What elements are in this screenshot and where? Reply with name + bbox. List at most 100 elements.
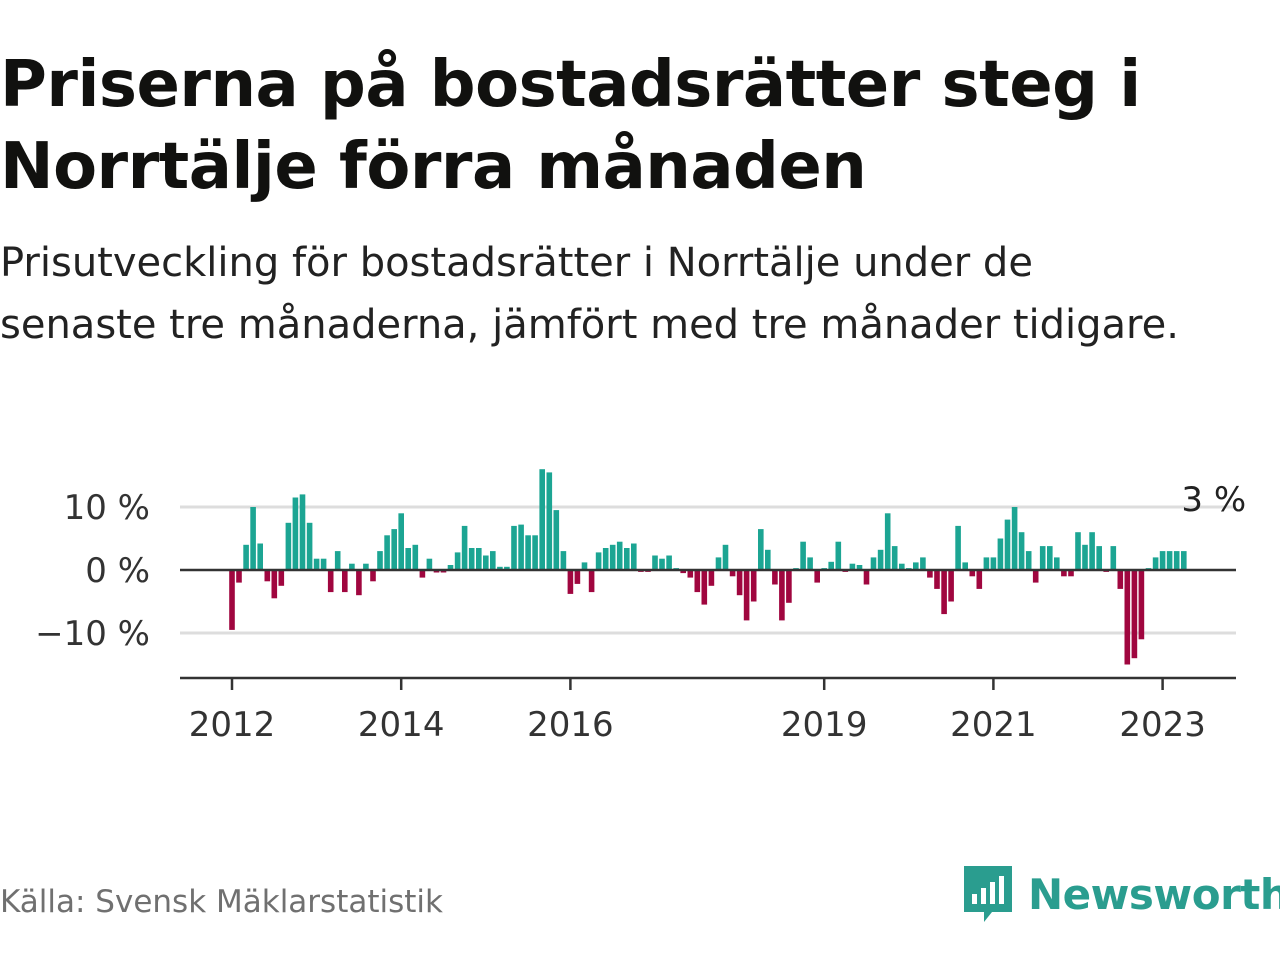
bar	[779, 570, 785, 621]
bar	[546, 472, 553, 570]
bar	[1032, 570, 1039, 583]
bar	[941, 570, 947, 615]
bar	[722, 544, 729, 570]
bar	[849, 563, 856, 570]
bar	[1173, 551, 1180, 570]
x-tick-label: 2012	[189, 705, 276, 745]
bar	[1004, 519, 1011, 570]
bar	[1152, 557, 1159, 570]
bar	[384, 535, 390, 570]
bar	[419, 570, 426, 578]
bar	[969, 570, 976, 577]
bar	[729, 570, 736, 577]
bar	[454, 552, 461, 570]
bar	[659, 558, 665, 570]
chart-subtitle: Prisutveckling för bostadsrätter i Norrt…	[0, 240, 1179, 348]
bar	[828, 561, 834, 570]
x-tick-label: 2023	[1119, 705, 1206, 745]
y-tick-label: 10 %	[64, 488, 150, 528]
bar	[1166, 551, 1173, 570]
bar	[870, 557, 877, 570]
bar	[807, 557, 813, 570]
x-tick-label: 2019	[781, 705, 868, 745]
bar	[539, 469, 545, 570]
bar	[758, 529, 764, 570]
bar	[370, 570, 376, 582]
bar	[560, 551, 567, 570]
bar	[236, 570, 242, 583]
bar	[250, 507, 256, 570]
bar	[772, 570, 778, 585]
bar	[701, 570, 708, 605]
bar	[609, 544, 616, 570]
bar	[920, 557, 926, 570]
bar	[856, 565, 863, 570]
bar-series	[229, 469, 1187, 665]
bar	[694, 570, 701, 593]
bar	[884, 513, 891, 570]
bar	[285, 522, 292, 571]
bar	[948, 570, 954, 602]
bar	[461, 525, 468, 570]
bar	[997, 538, 1004, 570]
bar	[1131, 570, 1138, 659]
bar	[602, 548, 609, 571]
bar	[1181, 551, 1187, 570]
bar	[334, 551, 341, 570]
bar	[715, 557, 722, 570]
bar	[736, 570, 743, 596]
bar	[349, 563, 355, 570]
bar	[405, 548, 411, 571]
bar	[278, 570, 285, 586]
bar	[447, 565, 454, 570]
bar	[1039, 546, 1046, 570]
bar	[412, 544, 419, 570]
bar	[363, 563, 369, 570]
bar	[786, 570, 792, 603]
bar	[567, 570, 574, 594]
gridlines	[180, 505, 1236, 635]
axes	[180, 568, 1236, 690]
x-tick-label: 2014	[358, 705, 445, 745]
bar	[1117, 570, 1124, 589]
bar	[483, 555, 489, 570]
bar	[891, 546, 898, 570]
bar	[927, 570, 933, 578]
bar	[518, 524, 524, 570]
bar	[468, 548, 475, 571]
bar	[835, 541, 842, 570]
bar	[652, 555, 658, 570]
bar	[743, 570, 750, 621]
bar	[257, 543, 263, 570]
y-tick-label: 0 %	[85, 551, 150, 591]
newsworthy-logo-icon	[964, 866, 1012, 922]
bar	[1159, 551, 1166, 570]
bar	[229, 570, 235, 630]
bar	[680, 570, 686, 574]
bar	[687, 570, 694, 578]
bar	[1011, 507, 1018, 570]
bar	[765, 549, 771, 570]
bar	[553, 510, 560, 570]
bar	[504, 566, 510, 570]
bar	[814, 570, 820, 583]
bar	[476, 548, 482, 571]
x-tick-label: 2016	[527, 705, 614, 745]
bar	[581, 562, 588, 570]
bar	[1054, 557, 1060, 570]
newsworthy-logo[interactable]: Newsworthy	[962, 862, 1280, 926]
bar	[243, 544, 249, 570]
bar	[1061, 570, 1067, 577]
bar	[292, 497, 299, 570]
bar	[525, 535, 531, 570]
last-value-label: 3 %	[1181, 480, 1246, 520]
bar	[899, 563, 905, 570]
bar	[1025, 551, 1032, 570]
bar	[426, 558, 433, 570]
bar	[1018, 532, 1025, 570]
bar	[800, 541, 806, 570]
bar	[863, 570, 870, 585]
bar	[1089, 532, 1095, 570]
bar	[666, 555, 672, 570]
x-tick-label: 2021	[950, 705, 1037, 745]
